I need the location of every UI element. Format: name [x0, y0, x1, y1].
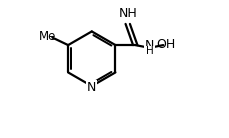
Text: NH: NH [118, 6, 136, 20]
Text: N: N [144, 39, 154, 52]
Text: OH: OH [156, 38, 175, 51]
Text: H: H [145, 46, 153, 56]
Text: N: N [87, 81, 96, 94]
Text: Me: Me [39, 30, 57, 43]
